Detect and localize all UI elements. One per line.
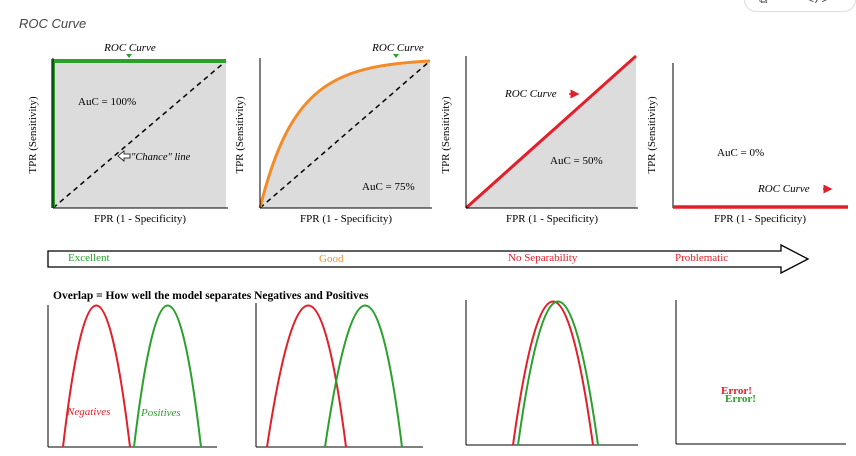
x-axis-label: FPR (1 - Specificity) (94, 213, 186, 225)
roc-pointer-arrow (126, 54, 132, 58)
chance-line (259, 60, 431, 209)
scale-label-problematic: Problematic (675, 252, 728, 264)
distribution-panel-4: Error! Error! (675, 300, 846, 445)
roc-panel-3: ROC Curve AuC = 50% FPR (1 - Specificity… (440, 54, 638, 225)
error-label-red: Error! (721, 385, 752, 397)
x-axis-label: FPR (1 - Specificity) (300, 213, 392, 225)
roc-label: ROC Curve (504, 88, 557, 100)
roc-pointer-arrow (393, 54, 399, 58)
chance-label: "Chance" line (131, 152, 191, 163)
chance-pointer-arrow (117, 150, 131, 162)
negatives-curve (512, 300, 594, 446)
separability-scale: Excellent Good No Separability Problemat… (47, 243, 810, 275)
scale-arrow (47, 243, 810, 275)
negatives-label: Negatives (66, 406, 110, 418)
positives-curve (133, 304, 202, 448)
roc-label: ROC Curve (757, 183, 810, 195)
y-axis-label: TPR (Sensitivity) (646, 96, 658, 174)
roc-curve (258, 59, 431, 209)
x-axis-label: FPR (1 - Specificity) (714, 213, 806, 225)
figure-caption: ROC Curve (19, 16, 87, 31)
roc-label: ROC Curve (103, 42, 156, 54)
roc-label: ROC Curve (371, 42, 424, 54)
negatives-curve (266, 304, 347, 448)
roc-curve (465, 54, 637, 210)
scale-label-no-separability: No Separability (508, 252, 578, 264)
auc-label: AuC = 50% (550, 155, 603, 167)
y-axis-label: TPR (Sensitivity) (440, 96, 452, 174)
auc-label: AuC = 100% (78, 96, 136, 108)
auc-label: AuC = 0% (717, 147, 764, 159)
distribution-panel-3 (465, 300, 638, 446)
y-axis-label: TPR (Sensitivity) (27, 96, 39, 174)
roc-panel-1: ROC Curve AuC = 100% "Chance" line FPR (… (27, 42, 228, 225)
overlap-title: Overlap = How well the model separates N… (53, 290, 369, 302)
copy-icon[interactable]: ⧉ (759, 0, 768, 7)
scale-label-excellent: Excellent (68, 252, 110, 264)
auc-label: AuC = 75% (362, 181, 415, 193)
positives-label: Positives (140, 407, 181, 419)
code-icon[interactable]: </> (807, 0, 829, 7)
positives-curve (324, 304, 403, 448)
x-axis-label: FPR (1 - Specificity) (506, 213, 598, 225)
roc-panel-2: ROC Curve AuC = 75% FPR (1 - Specificity… (234, 42, 432, 225)
chance-line (52, 60, 227, 209)
distribution-panel-1: Negatives Positives (47, 304, 217, 448)
y-axis-label: TPR (Sensitivity) (234, 96, 246, 174)
positives-curve (517, 300, 599, 446)
roc-panel-4: AuC = 0% ROC Curve FPR (1 - Specificity)… (646, 63, 848, 225)
distribution-panel-2 (255, 303, 423, 448)
error-label-green: Error! (725, 393, 756, 405)
scale-label-good: Good (319, 253, 344, 265)
negatives-curve (62, 304, 131, 448)
